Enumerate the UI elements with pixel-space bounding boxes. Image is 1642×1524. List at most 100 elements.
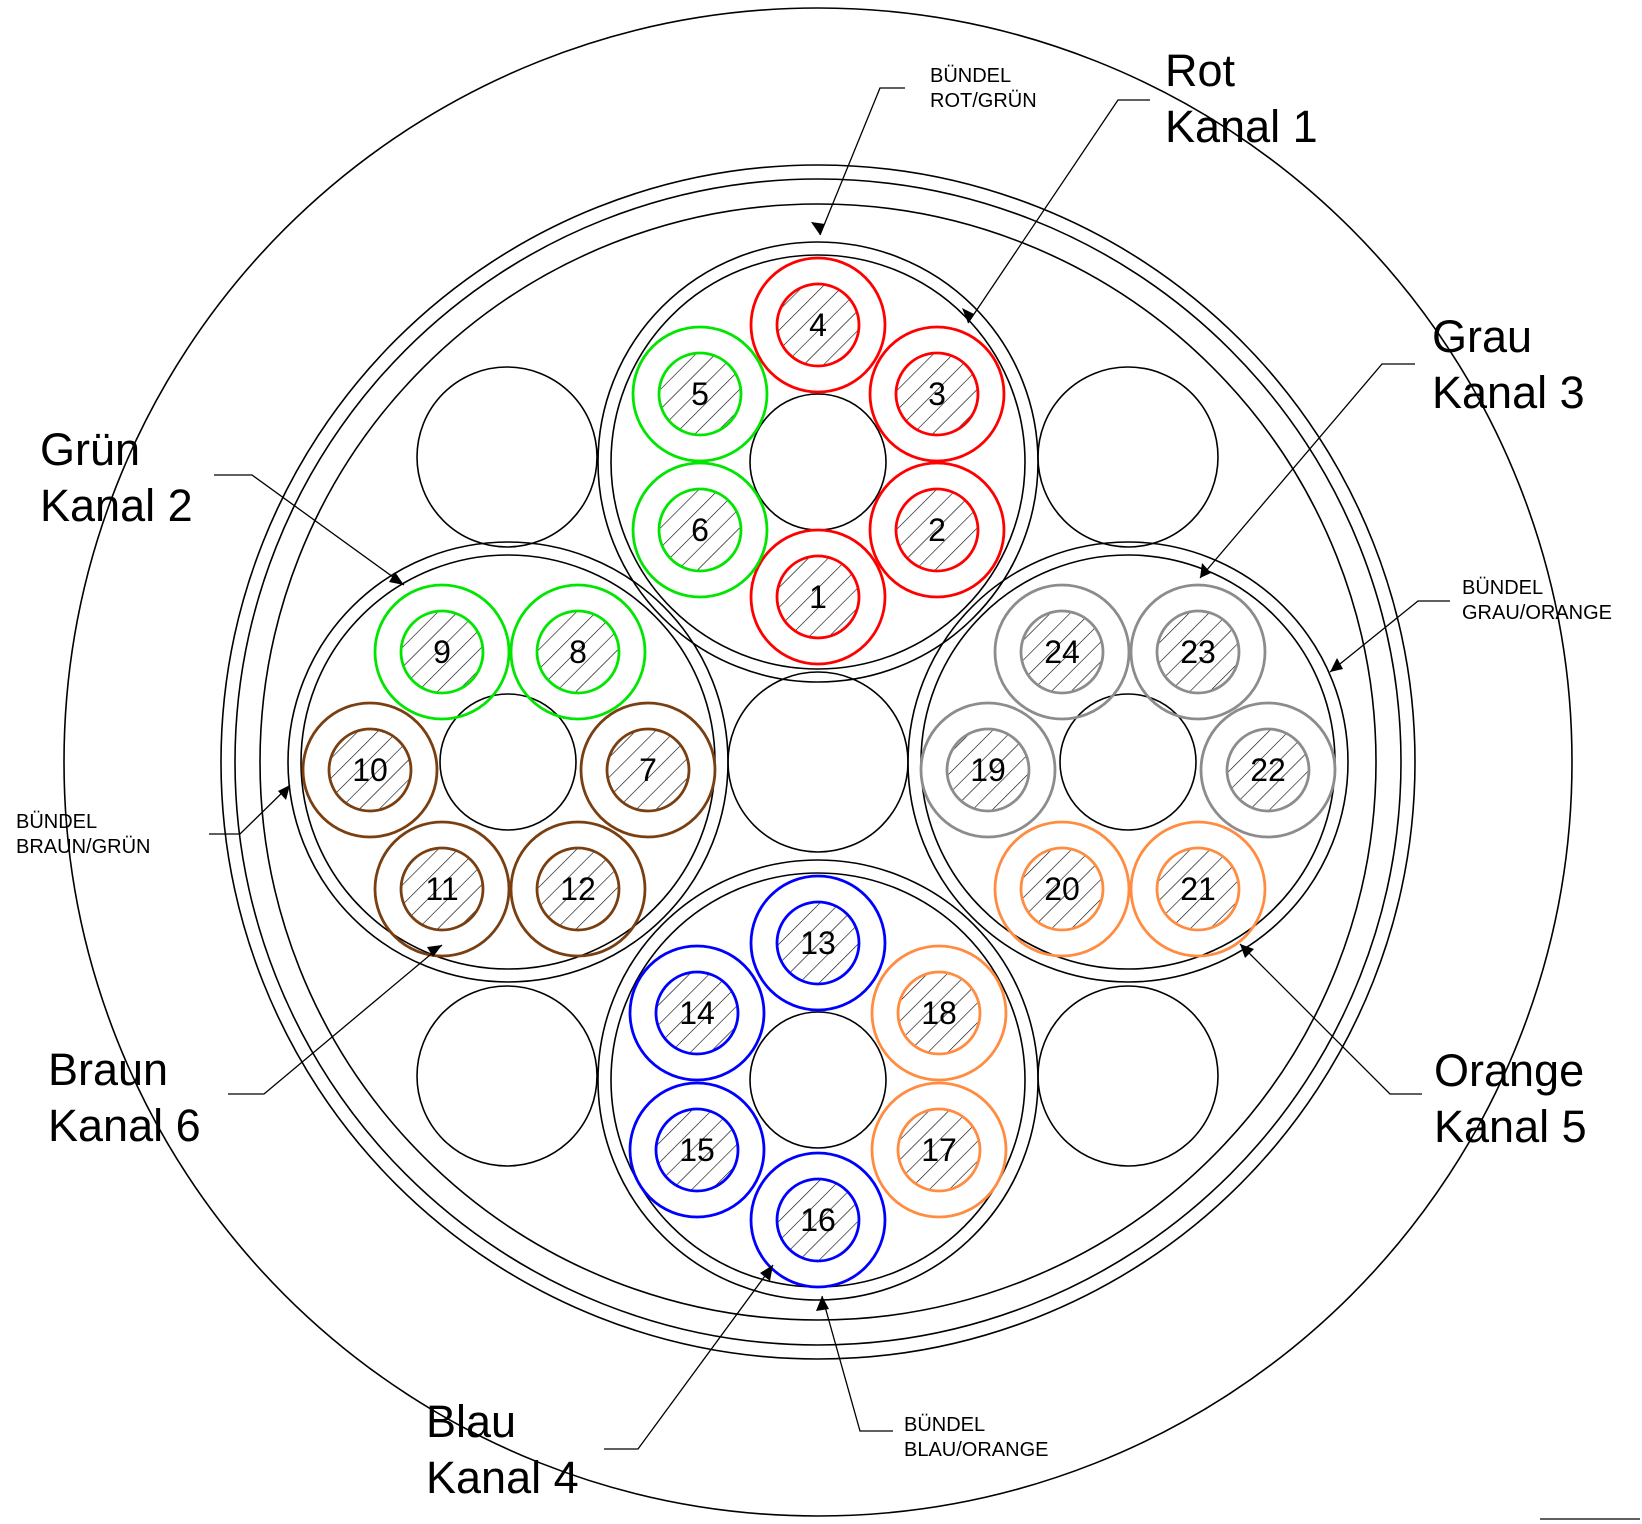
fiber-17-ring [870,1081,1008,1219]
fiber-number: 1 [809,579,827,615]
fiber-number: 23 [1180,634,1216,670]
leader-blau [604,1264,774,1450]
fiber-21-ring [1129,820,1267,958]
filler-bottom-right [1037,985,1219,1167]
leader-bundle-rot-gruen [819,87,905,236]
fiber-number: 2 [928,512,946,548]
label-grau-line2: Kanal 3 [1432,367,1585,418]
fiber-number: 4 [809,307,827,343]
fiber-22-core [1225,727,1311,813]
fiber-number: 19 [970,752,1006,788]
bundle-label-braun-gruen-line1: BÜNDEL [16,811,97,833]
fiber-1: 1 [749,528,887,666]
fiber-number: 17 [921,1132,957,1168]
bundle-top-inner [610,254,1026,670]
fiber-number: 8 [569,634,587,670]
label-gruen: Grün Kanal 2 [40,424,193,531]
fiber-22: 22 [1199,701,1337,839]
fiber-24-core [1019,609,1105,695]
label-rot-line2: Kanal 1 [1165,101,1318,152]
bundle-top-outer [597,241,1039,683]
arrowhead [278,785,290,800]
fiber-14: 14 [628,944,766,1082]
fiber-23-core [1155,609,1241,695]
bundle-label-braun-gruen: BÜNDEL BRAUN/GRÜN [16,811,150,858]
leader-orange [1239,943,1422,1095]
bundle-label-grau-orange-line2: GRAU/ORANGE [1462,602,1612,624]
bundle-label-rot-gruen-line2: ROT/GRÜN [930,90,1037,112]
leader-bundle-braun-gruen [209,784,291,835]
fiber-number: 7 [639,752,657,788]
label-orange-line1: Orange [1434,1045,1584,1096]
fiber-9: 9 [373,583,511,721]
fiber-11: 11 [373,820,511,958]
fiber-12: 12 [509,820,647,958]
arrowhead [1240,944,1254,958]
filler-top-left [416,366,598,548]
filler-bottom-left [416,985,598,1167]
fiber-18-core [896,970,982,1056]
fiber-number: 5 [691,376,709,412]
bundle-label-blau-orange: BÜNDEL BLAU/ORANGE [904,1414,1048,1461]
fiber-7: 7 [579,701,717,839]
label-blau-line1: Blau [426,1396,516,1447]
label-grau-line1: Grau [1432,311,1532,362]
label-braun: Braun Kanal 6 [48,1044,201,1151]
inner-jacket-middle [234,178,1402,1346]
leader-grau [1199,363,1415,579]
arrowhead [811,222,825,235]
fiber-1-ring [749,528,887,666]
arrowhead [427,945,442,957]
label-rot: Rot Kanal 1 [1165,45,1318,152]
fiber-13-core [775,900,861,986]
fiber-number: 6 [691,512,709,548]
fiber-number: 15 [679,1132,715,1168]
fiber-number: 12 [560,871,596,907]
arrowhead [1200,563,1211,578]
fiber-20-ring [993,820,1131,958]
fiber-21: 21 [1129,820,1267,958]
label-rot-line1: Rot [1165,45,1236,96]
fiber-3-core [894,351,980,437]
fiber-23-ring [1129,583,1267,721]
fiber-number: 24 [1044,634,1080,670]
fiber-number: 10 [352,752,388,788]
fiber-6-core [657,487,743,573]
fiber-number: 18 [921,995,957,1031]
fiber-16-core [775,1177,861,1263]
bundle-right-core [1059,693,1197,831]
bundle-label-braun-gruen-line2: BRAUN/GRÜN [16,836,150,858]
fiber-13-ring [749,874,887,1012]
fiber-15-core [654,1107,740,1193]
inner-jacket-inner [259,203,1377,1321]
fiber-8-ring [509,583,647,721]
fiber-20: 20 [993,820,1131,958]
fiber-13: 13 [749,874,887,1012]
leader-bundle-blau-orange [821,1295,893,1432]
fiber-3-ring [868,325,1006,463]
bundle-label-rot-gruen-line1: BÜNDEL [930,65,1011,87]
fiber-10: 10 [301,701,439,839]
fiber-17: 17 [870,1081,1008,1219]
bundle-bottom: 13 14 15 16 17 18 [597,859,1039,1301]
leader-rot [967,99,1150,324]
inner-jacket-outer [220,164,1416,1360]
fiber-1-core [775,554,861,640]
bundle-label-blau-orange-line2: BLAU/ORANGE [904,1439,1048,1461]
fiber-14-ring [628,944,766,1082]
fiber-4: 4 [749,256,887,394]
arrowhead [816,1296,829,1311]
fiber-14-core [654,970,740,1056]
bundle-right: 19 20 21 22 23 24 [907,541,1349,983]
fiber-number: 3 [928,376,946,412]
fiber-24: 24 [993,583,1131,721]
bundle-top-core [749,393,887,531]
leader-arrowheads [278,222,1343,1311]
leader-gruen [214,474,405,586]
fiber-20-core [1019,846,1105,932]
label-blau-line2: Kanal 4 [426,1452,579,1503]
fiber-10-core [327,727,413,813]
bundle-label-rot-gruen: BÜNDEL ROT/GRÜN [930,65,1037,112]
